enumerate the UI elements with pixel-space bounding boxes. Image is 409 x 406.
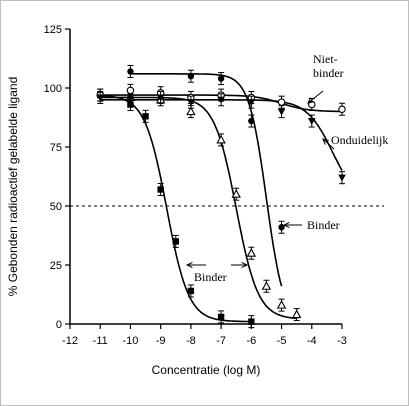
data-point-series-1 (217, 313, 225, 321)
arrow-onduidelijk-head (322, 138, 329, 145)
x-tick-label: -6 (246, 335, 256, 347)
arrow-binder-left-2-head (241, 261, 249, 269)
data-point-series-1 (187, 287, 195, 295)
data-point-series-1 (142, 113, 149, 120)
data-point-series-5 (156, 94, 165, 102)
x-tick-label: -10 (122, 335, 138, 347)
data-point-series-5 (187, 99, 195, 107)
data-point-series-2 (291, 309, 302, 319)
y-tick-label: 25 (50, 260, 62, 272)
data-point-series-1 (157, 186, 164, 193)
arrow-niet-binder (307, 90, 324, 104)
x-tick-label: -9 (156, 335, 166, 347)
data-point-series-5 (96, 94, 105, 102)
data-point-series-4 (338, 105, 346, 113)
x-tick-label: -7 (216, 335, 226, 347)
x-tick-label: -3 (337, 335, 347, 347)
annotation-binder-left: Binder (194, 270, 227, 284)
annotation-binder-right-line: Binder (307, 218, 340, 232)
y-tick-label: 100 (44, 83, 62, 95)
annotation-onduidelijk-line: Onduidelijk (331, 133, 388, 147)
data-point-series-3 (248, 117, 255, 125)
annotations: Niet-binder Onduidelijk Binder Binder (185, 52, 388, 284)
annotation-niet-binder-line: binder (313, 66, 344, 80)
data-point-series-3 (217, 75, 225, 82)
data-point-series-4 (277, 98, 286, 106)
annotation-niet-binder-line: Niet- (313, 52, 338, 66)
data-point-series-2 (231, 189, 241, 198)
data-point-series-2 (276, 299, 287, 309)
data-point-series-4 (126, 86, 135, 95)
fitted-curves (100, 73, 343, 323)
data-point-series-2 (186, 106, 196, 116)
data-point-series-2 (216, 134, 226, 144)
annotation-onduidelijk: Onduidelijk (331, 133, 388, 147)
x-axis-label: Concentratie (log M) (152, 363, 261, 377)
annotation-niet-binder: Niet-binder (313, 52, 344, 80)
data-point-series-5 (126, 96, 135, 104)
y-tick-label: 125 (44, 24, 62, 36)
x-tick-label: -8 (186, 335, 196, 347)
data-point-series-5 (247, 99, 256, 107)
arrow-niet-binder-head (307, 97, 314, 104)
data-point-series-3 (278, 224, 285, 231)
fit-curve-3 (130, 73, 283, 287)
fit-curve-1 (100, 94, 252, 323)
x-tick-label: -12 (62, 335, 78, 347)
data-point-series-1 (172, 238, 179, 245)
data-point-series-5 (277, 108, 286, 116)
x-tick-label: -5 (277, 335, 287, 347)
data-point-series-2 (246, 248, 257, 257)
x-tick-label: -11 (93, 335, 108, 347)
annotation-binder-right: Binder (307, 218, 340, 232)
y-tick-label: 50 (50, 201, 62, 213)
y-axis-label: % Gebonden radioactief gelabelde ligand (6, 77, 20, 297)
data-points (96, 64, 346, 329)
axes: 0 25 50 75 100 125 -12 -11 -10 -9 -8 -7 -6 -5 -4 -3 (44, 24, 347, 347)
arrow-onduidelijk (322, 138, 335, 150)
arrow-binder-left-head (185, 261, 193, 269)
data-point-series-1 (248, 318, 255, 325)
y-tick-label: 0 (56, 319, 62, 331)
data-point-series-3 (127, 68, 134, 75)
y-tick-label: 75 (50, 142, 62, 154)
data-point-series-2 (261, 281, 272, 290)
arrow-binder-right-head (282, 221, 290, 229)
x-tick-label: -4 (307, 335, 317, 347)
data-point-series-5 (217, 96, 225, 104)
data-point-series-5 (338, 174, 346, 182)
data-point-series-3 (187, 73, 195, 80)
annotation-binder-left-line: Binder (194, 270, 227, 284)
data-point-series-5 (307, 118, 316, 126)
